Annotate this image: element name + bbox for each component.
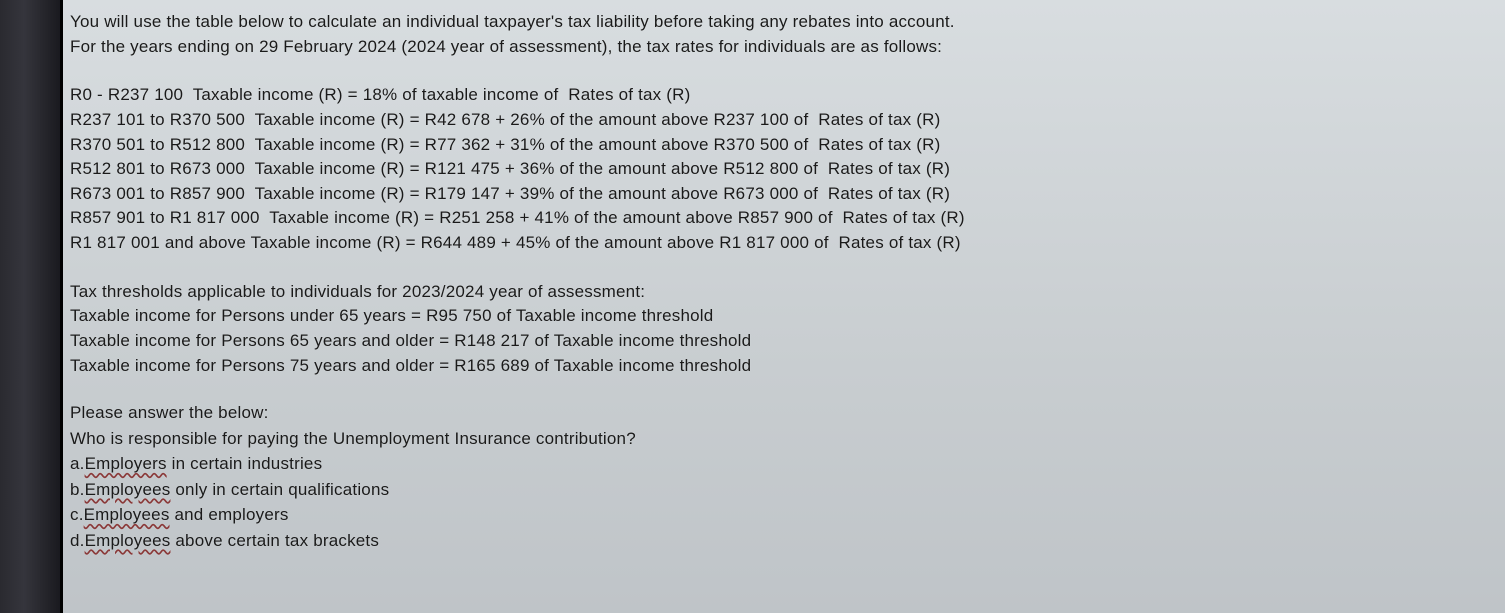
option-a-underlined: Employers — [85, 454, 167, 473]
option-d: d.Employees above certain tax brackets — [70, 528, 1495, 554]
option-b-rest: only in certain qualifications — [170, 480, 389, 499]
option-c-underlined: Employees — [84, 505, 170, 524]
option-d-prefix: d. — [70, 531, 85, 550]
document-content: You will use the table below to calculat… — [70, 10, 1495, 553]
option-b-prefix: b. — [70, 480, 85, 499]
bracket-6: R857 901 to R1 817 000 Taxable income (R… — [70, 206, 1495, 231]
threshold-3: Taxable income for Persons 75 years and … — [70, 354, 1495, 379]
option-c: c.Employees and employers — [70, 502, 1495, 528]
option-b: b.Employees only in certain qualificatio… — [70, 477, 1495, 503]
bracket-7: R1 817 001 and above Taxable income (R) … — [70, 231, 1495, 256]
option-b-underlined: Employees — [85, 480, 171, 499]
question-text: Who is responsible for paying the Unempl… — [70, 426, 1495, 452]
bracket-4: R512 801 to R673 000 Taxable income (R) … — [70, 157, 1495, 182]
thresholds-section: Tax thresholds applicable to individuals… — [70, 280, 1495, 379]
intro-section: You will use the table below to calculat… — [70, 10, 1495, 59]
intro-line-1: You will use the table below to calculat… — [70, 10, 1495, 35]
option-d-underlined: Employees — [85, 531, 171, 550]
bracket-2: R237 101 to R370 500 Taxable income (R) … — [70, 108, 1495, 133]
bracket-3: R370 501 to R512 800 Taxable income (R) … — [70, 133, 1495, 158]
bracket-5: R673 001 to R857 900 Taxable income (R) … — [70, 182, 1495, 207]
option-c-rest: and employers — [170, 505, 289, 524]
option-c-prefix: c. — [70, 505, 84, 524]
option-a: a.Employers in certain industries — [70, 451, 1495, 477]
thresholds-header: Tax thresholds applicable to individuals… — [70, 280, 1495, 305]
intro-line-2: For the years ending on 29 February 2024… — [70, 35, 1495, 60]
bracket-1: R0 - R237 100 Taxable income (R) = 18% o… — [70, 83, 1495, 108]
threshold-1: Taxable income for Persons under 65 year… — [70, 304, 1495, 329]
option-a-prefix: a. — [70, 454, 85, 473]
option-d-rest: above certain tax brackets — [170, 531, 379, 550]
question-prompt: Please answer the below: — [70, 400, 1495, 426]
option-a-rest: in certain industries — [167, 454, 323, 473]
tax-brackets-section: R0 - R237 100 Taxable income (R) = 18% o… — [70, 83, 1495, 255]
question-section: Please answer the below: Who is responsi… — [70, 400, 1495, 553]
threshold-2: Taxable income for Persons 65 years and … — [70, 329, 1495, 354]
